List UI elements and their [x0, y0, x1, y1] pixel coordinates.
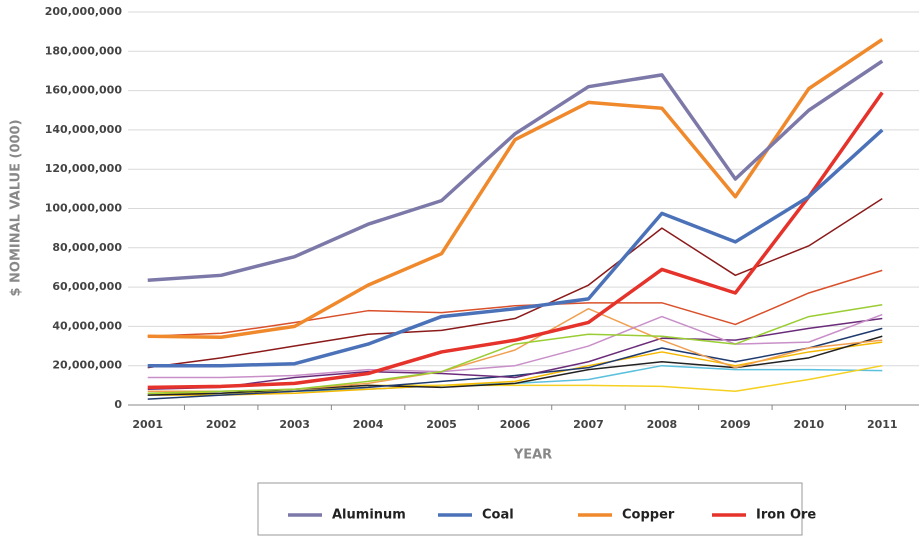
- x-tick-label: 2003: [279, 418, 310, 431]
- x-tick-label: 2006: [500, 418, 531, 431]
- y-tick-label: 120,000,000: [45, 162, 123, 175]
- x-tick-label: 2004: [353, 418, 384, 431]
- legend-label: Copper: [622, 508, 675, 523]
- series-line: [147, 198, 883, 369]
- legend-label: Aluminum: [332, 508, 406, 523]
- series-line: [147, 59, 884, 282]
- y-tick-label: 100,000,000: [45, 202, 123, 215]
- y-tick-label: 40,000,000: [52, 319, 122, 332]
- x-tick-label: 2007: [573, 418, 604, 431]
- y-tick-label: 60,000,000: [52, 280, 122, 293]
- series-line: [147, 269, 883, 337]
- y-tick-label: 180,000,000: [45, 44, 123, 57]
- y-tick-label: 160,000,000: [45, 84, 123, 97]
- y-tick-label: 0: [114, 398, 122, 411]
- legend-label: Iron Ore: [756, 508, 816, 523]
- y-axis-title: $ NOMINAL VALUE (000): [9, 119, 24, 296]
- x-tick-label: 2001: [132, 418, 163, 431]
- series-line: [147, 304, 883, 394]
- y-tick-label: 200,000,000: [45, 5, 123, 18]
- y-tick-label: 20,000,000: [52, 359, 122, 372]
- series-line: [147, 38, 884, 339]
- series-line: [147, 313, 883, 379]
- x-axis-title: YEAR: [513, 448, 552, 463]
- series-line: [147, 128, 884, 368]
- series-line: [147, 327, 883, 400]
- series-line: [147, 91, 884, 390]
- x-tick-label: 2010: [794, 418, 825, 431]
- series-line: [147, 317, 883, 391]
- series-line: [147, 307, 883, 392]
- legend-box: [257, 482, 803, 536]
- x-tick-label: 2005: [426, 418, 457, 431]
- x-tick-label: 2008: [647, 418, 678, 431]
- y-tick-label: 140,000,000: [45, 123, 123, 136]
- x-tick-label: 2011: [867, 418, 898, 431]
- x-tick-label: 2002: [206, 418, 237, 431]
- x-tick-label: 2009: [720, 418, 751, 431]
- y-tick-label: 80,000,000: [52, 241, 122, 254]
- legend-label: Coal: [482, 508, 514, 523]
